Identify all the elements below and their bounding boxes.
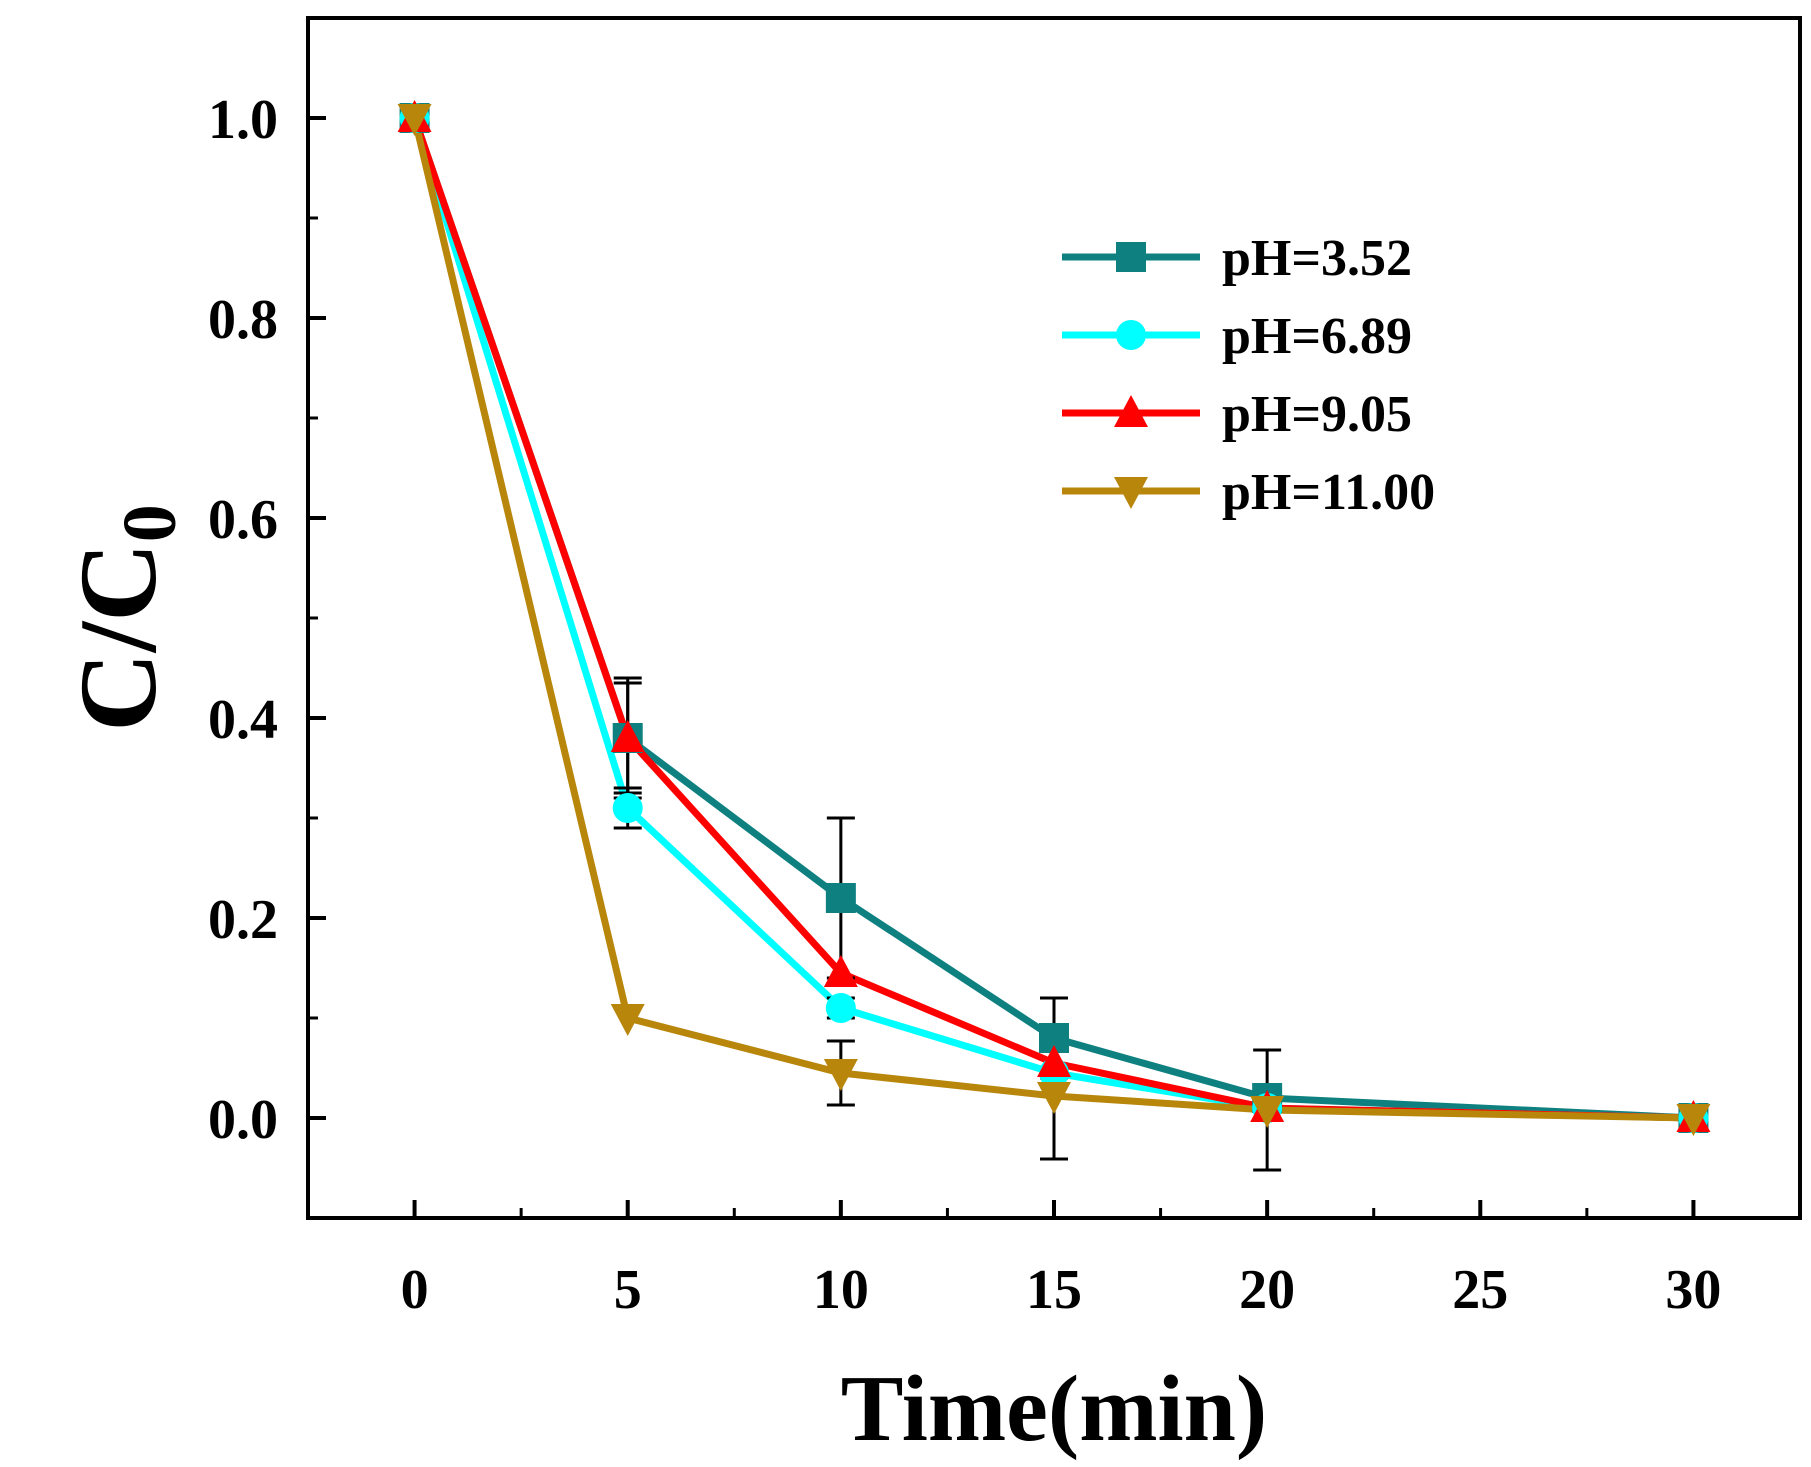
data-point <box>610 720 645 752</box>
x-tick-label: 15 <box>1026 1259 1082 1321</box>
data-point <box>1676 1104 1711 1136</box>
x-axis-title: Time(min) <box>841 1357 1267 1461</box>
y-tick-label: 1.0 <box>208 89 278 151</box>
data-point <box>825 883 856 913</box>
x-tick-label: 10 <box>813 1259 869 1321</box>
tick-labels: 0 5 10 15 20 25 30 0.0 0.2 0.4 0.6 0.8 1.0 <box>208 89 1721 1321</box>
legend-label: pH=3.52 <box>1222 230 1412 287</box>
legend: pH=3.52 pH=6.89 pH=9.05 pH=11.00 <box>1062 230 1435 521</box>
legend-marker <box>1114 477 1148 509</box>
series-line-3 <box>411 116 1694 1122</box>
legend-marker <box>1116 320 1146 350</box>
legend-label: pH=6.89 <box>1222 308 1412 365</box>
y-tick-label: 0.0 <box>208 1089 278 1151</box>
data-point <box>823 1059 858 1091</box>
svg-text:C/C0: C/C0 <box>57 504 192 731</box>
legend-marker <box>1114 395 1148 427</box>
axis-ticks <box>308 16 1696 1220</box>
y-tick-label: 0.4 <box>208 689 278 751</box>
data-point <box>1037 1082 1071 1114</box>
series-line-2 <box>411 116 1694 1122</box>
y-tick-label: 0.6 <box>208 489 278 551</box>
x-tick-label: 5 <box>614 1259 642 1321</box>
y-axis-title: C/C0 <box>57 504 192 731</box>
data-point <box>612 793 643 823</box>
legend-entry: pH=3.52 <box>1062 230 1412 287</box>
data-point <box>825 993 856 1023</box>
x-tick-label: 20 <box>1239 1259 1295 1321</box>
legend-marker <box>1116 242 1146 272</box>
series-layer <box>397 100 1711 1172</box>
legend-entry: pH=11.00 <box>1062 464 1435 521</box>
x-tick-label: 25 <box>1452 1259 1508 1321</box>
data-point <box>1250 1096 1285 1128</box>
legend-label: pH=9.05 <box>1222 386 1412 443</box>
data-point <box>823 955 858 987</box>
y-tick-label: 0.8 <box>208 289 278 351</box>
y-tick-label: 0.2 <box>208 889 278 951</box>
data-point <box>610 1004 645 1036</box>
x-tick-label: 30 <box>1665 1259 1721 1321</box>
series-line-4 <box>411 117 1694 1122</box>
legend-label: pH=11.00 <box>1222 464 1435 521</box>
y-axis-title-main: C/C <box>57 542 179 731</box>
y-axis-title-subscript: 0 <box>108 504 192 542</box>
x-tick-label: 0 <box>401 1259 429 1321</box>
legend-entry: pH=6.89 <box>1062 308 1412 365</box>
data-point <box>397 104 432 136</box>
data-point <box>1037 1045 1071 1077</box>
legend-entry: pH=9.05 <box>1062 386 1412 443</box>
series-line-1 <box>411 116 1694 1122</box>
